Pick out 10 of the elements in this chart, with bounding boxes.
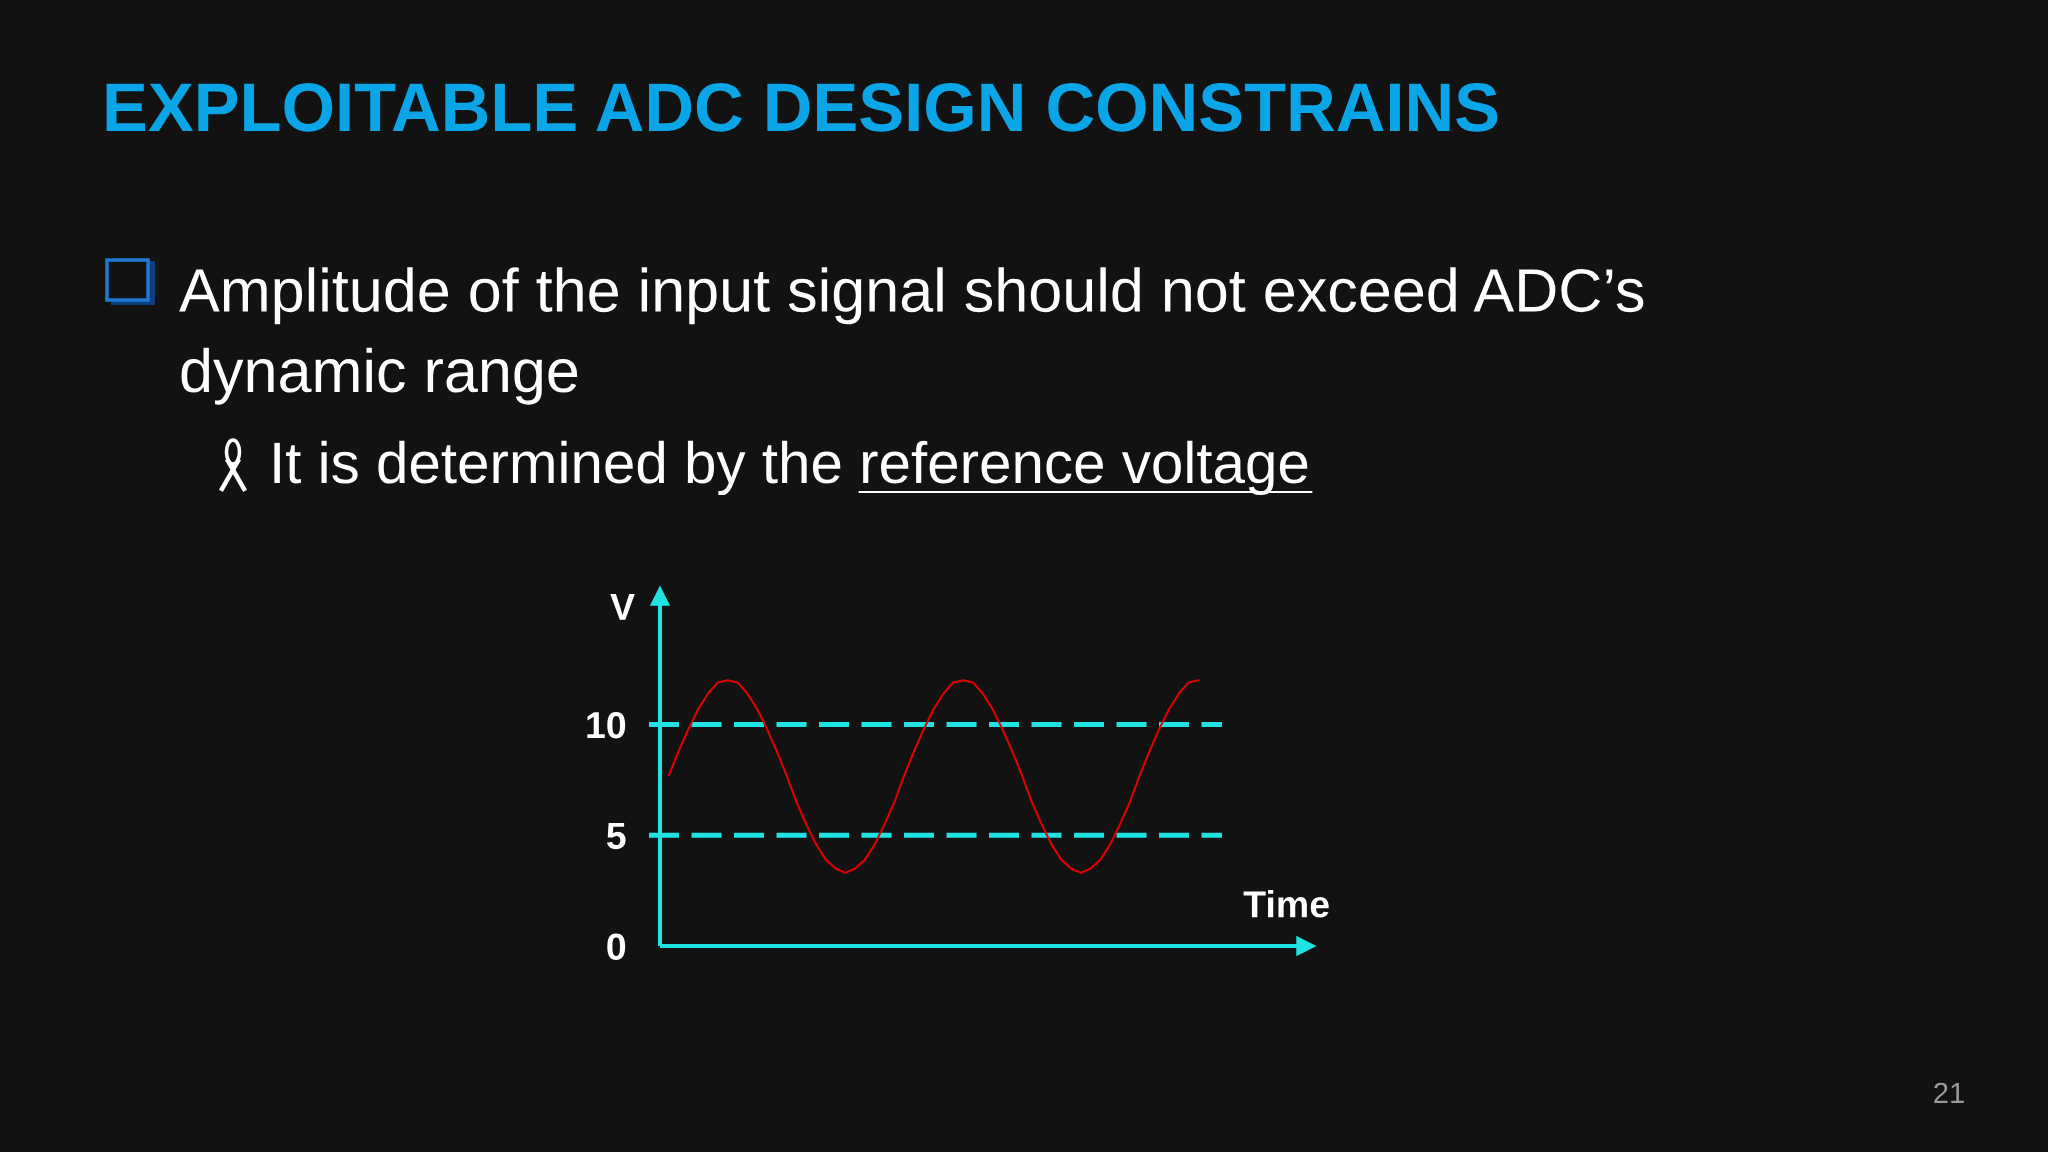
y-tick-label: 10 <box>587 711 626 739</box>
chart-title: EXPLOITABLE ADC DESIGN CONSTRAINS <box>106 82 1498 132</box>
text: Amplitude of the input signal should not exceed ADC’s dynamic range <box>179 267 1644 405</box>
x-axis-title: Time <box>1243 890 1329 918</box>
y-axis-title: V <box>610 593 635 620</box>
text: 21 <box>1934 1082 1964 1103</box>
text: It is determined by the reference voltage <box>274 440 1308 496</box>
y-tick-label: 5 <box>606 823 626 850</box>
y-tick-label: 0 <box>607 933 626 960</box>
line-series <box>667 679 1200 874</box>
